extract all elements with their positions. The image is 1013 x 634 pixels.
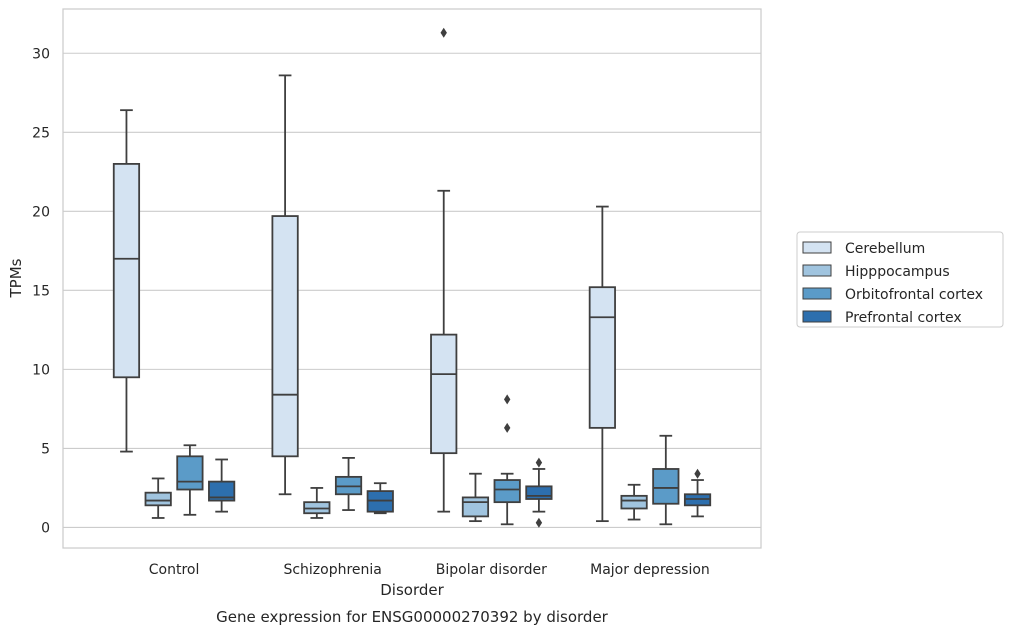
box-2-2 (493, 394, 521, 526)
outlier-point (694, 468, 701, 479)
legend-label: Hipppocampus (845, 264, 950, 280)
box-body (652, 468, 680, 505)
grid-lines (63, 52, 761, 529)
box-0-3 (208, 458, 236, 513)
legend-frame (796, 231, 1004, 328)
x-axis-label: Disorder (380, 581, 444, 599)
box-body (271, 215, 299, 458)
box-body (176, 455, 204, 491)
box-2-0 (430, 27, 458, 513)
y-tick-label: 20 (32, 204, 50, 220)
box-body (620, 494, 648, 510)
outlier-point (440, 27, 447, 38)
outlier-point (503, 422, 511, 433)
box-body (461, 496, 490, 518)
y-axis-label: TPMs (7, 258, 25, 298)
legend-swatch (802, 310, 832, 323)
box-body (493, 479, 521, 504)
box-body (430, 333, 458, 455)
box-3-0 (588, 205, 616, 523)
outlier-point (535, 517, 543, 528)
y-axis-ticks: 0 5 10 15 20 25 30 (32, 46, 50, 536)
legend-swatch (802, 241, 832, 254)
outlier-point (535, 457, 543, 468)
box-3-3 (683, 468, 712, 518)
y-tick-label: 5 (41, 441, 50, 457)
box-1-0 (271, 74, 299, 496)
y-tick-label: 10 (32, 362, 50, 378)
box-3-1 (620, 483, 648, 521)
box-0-0 (112, 109, 141, 453)
y-tick-label: 0 (41, 520, 50, 536)
box-body (588, 286, 616, 429)
legend-swatch (802, 287, 832, 300)
legend-label: Prefrontal cortex (845, 310, 962, 326)
legend-label: Cerebellum (845, 241, 925, 257)
box-plot-area (112, 27, 712, 528)
box-1-3 (366, 482, 394, 515)
x-tick-label: Major depression (590, 562, 710, 578)
y-tick-label: 25 (32, 125, 50, 141)
outlier-point (503, 394, 511, 405)
box-3-2 (652, 434, 680, 526)
box-body (112, 163, 141, 379)
box-body (144, 491, 172, 507)
box-2-3 (525, 457, 553, 528)
box-body (208, 480, 236, 502)
box-body (525, 485, 553, 500)
legend: Cerebellum Hipppocampus Orbitofrontal cort… (796, 231, 1004, 328)
box-1-2 (334, 457, 363, 511)
x-tick-label: Schizophrenia (283, 562, 381, 578)
legend-label: Orbitofrontal cortex (845, 287, 983, 303)
legend-swatch (802, 264, 832, 277)
box-0-1 (144, 477, 172, 519)
box-1-1 (303, 487, 331, 519)
x-axis-ticks: Control Schizophrenia Bipolar disorder Majo… (149, 562, 710, 578)
box-2-1 (461, 472, 490, 523)
box-0-2 (176, 444, 204, 516)
x-tick-label: Control (149, 562, 200, 578)
chart-caption: Gene expression for ENSG00000270392 by d… (216, 608, 609, 626)
y-tick-label: 15 (32, 283, 50, 299)
plot-frame (62, 8, 762, 549)
y-tick-label: 30 (32, 46, 50, 62)
x-tick-label: Bipolar disorder (436, 562, 547, 578)
